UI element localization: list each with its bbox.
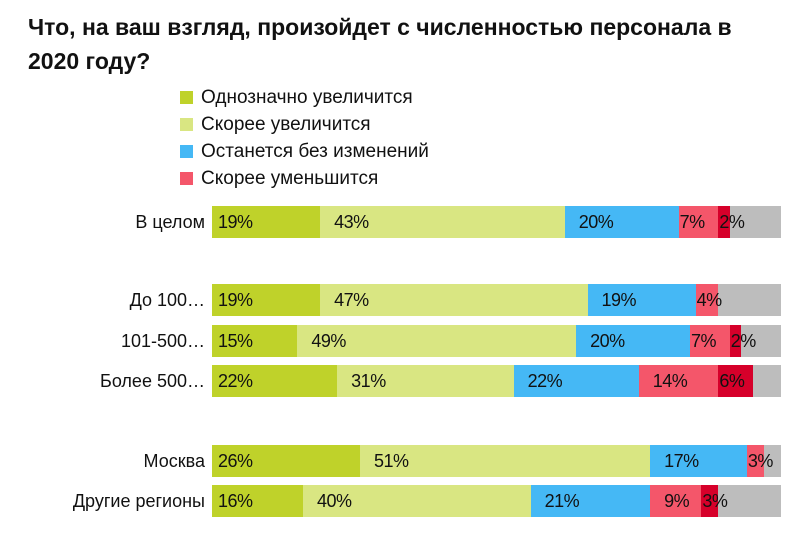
- bar-segment: [587, 284, 696, 316]
- bar-segment: [212, 206, 321, 238]
- data-label: 6%: [719, 371, 745, 391]
- bar-segment: [650, 485, 702, 517]
- data-label: 3%: [747, 451, 774, 471]
- legend-item: Однозначно увеличится: [180, 84, 429, 111]
- bar-segment: [689, 325, 730, 357]
- category-label: 101-500…: [120, 331, 205, 351]
- bar-segment: [695, 284, 719, 316]
- bar-row: 26% 51% 17% 3%: [212, 445, 781, 477]
- legend-swatch: [180, 118, 193, 131]
- legend-item: Скорее уменьшится: [180, 165, 429, 192]
- bar-segment: [530, 485, 651, 517]
- bar-segment: [212, 325, 298, 357]
- legend-swatch: [180, 145, 193, 158]
- data-label: 2%: [730, 331, 757, 351]
- bar-segment: [320, 284, 588, 316]
- data-label: 7%: [679, 212, 706, 232]
- bar-segment: [212, 284, 321, 316]
- category-label: До 100…: [129, 290, 205, 310]
- data-label: 19%: [218, 212, 253, 232]
- chart-title: Что, на ваш взгляд, произойдет с численн…: [28, 14, 732, 74]
- data-label: 26%: [218, 451, 253, 471]
- data-label: 22%: [527, 371, 563, 391]
- bar-segment: [212, 445, 360, 477]
- bar-segment: [701, 485, 719, 517]
- legend-item: Останется без изменений: [180, 138, 429, 165]
- data-label: 20%: [578, 212, 614, 232]
- data-label: 3%: [702, 491, 728, 511]
- bar-segment: [718, 206, 730, 238]
- bar-row: 22% 31% 22% 14% 6%: [212, 365, 781, 397]
- legend-label: Скорее уменьшится: [201, 167, 379, 189]
- data-label: 47%: [334, 290, 369, 310]
- data-label: 51%: [373, 451, 409, 471]
- legend-label: Скорее увеличится: [201, 113, 371, 135]
- legend-swatch: [180, 172, 193, 185]
- data-label: 20%: [590, 331, 625, 351]
- bar-segment: [576, 325, 690, 357]
- bar-segment: [303, 485, 531, 517]
- data-label: 9%: [664, 491, 690, 511]
- data-label: 16%: [218, 491, 253, 511]
- legend: Однозначно увеличится Скорее увеличится Ос…: [180, 84, 429, 192]
- bar-segment: [513, 365, 639, 397]
- data-label: 21%: [544, 491, 580, 511]
- bar-row: 16% 40% 21% 9% 3%: [212, 485, 781, 517]
- bar-segment: [718, 365, 753, 397]
- data-label: 31%: [351, 371, 386, 391]
- data-label: 15%: [218, 331, 253, 351]
- bar-segment: [212, 485, 304, 517]
- bar-segment: [564, 206, 679, 238]
- legend-label: Однозначно увеличится: [201, 86, 413, 108]
- data-label: 2%: [719, 212, 745, 232]
- bar-segment: [638, 365, 719, 397]
- legend-item: Скорее увеличится: [180, 111, 429, 138]
- bar-segment: [320, 206, 565, 238]
- bar-segment: [678, 206, 719, 238]
- legend-swatch: [180, 91, 193, 104]
- bar-segment: [650, 445, 747, 477]
- data-label: 17%: [664, 451, 699, 471]
- bar-row: 19% 47% 19% 4%: [212, 284, 781, 316]
- bar-segment: [337, 365, 514, 397]
- data-label: 40%: [317, 491, 352, 511]
- data-label: 4%: [696, 290, 723, 310]
- bar-segment: [729, 325, 742, 357]
- data-label: 43%: [334, 212, 369, 232]
- data-label: 22%: [218, 371, 253, 391]
- bar-segment: [297, 325, 577, 357]
- category-label: В целом: [135, 212, 205, 232]
- bar-segment: [212, 365, 338, 397]
- data-label: 14%: [652, 371, 688, 391]
- data-label: 19%: [218, 290, 253, 310]
- data-label: 19%: [601, 290, 637, 310]
- category-label: Другие регионы: [72, 491, 205, 511]
- data-label: 7%: [690, 331, 717, 351]
- data-label: 49%: [311, 331, 346, 351]
- bar-segment: [359, 445, 651, 477]
- legend-label: Останется без изменений: [201, 140, 429, 162]
- bar-row: 15% 49% 20% 7% 2%: [212, 325, 781, 357]
- bar-segment: [746, 445, 764, 477]
- category-label: Более 500…: [100, 371, 205, 391]
- bar-row: 19% 43% 20% 7% 2%: [212, 206, 781, 238]
- category-label: Москва: [143, 451, 205, 471]
